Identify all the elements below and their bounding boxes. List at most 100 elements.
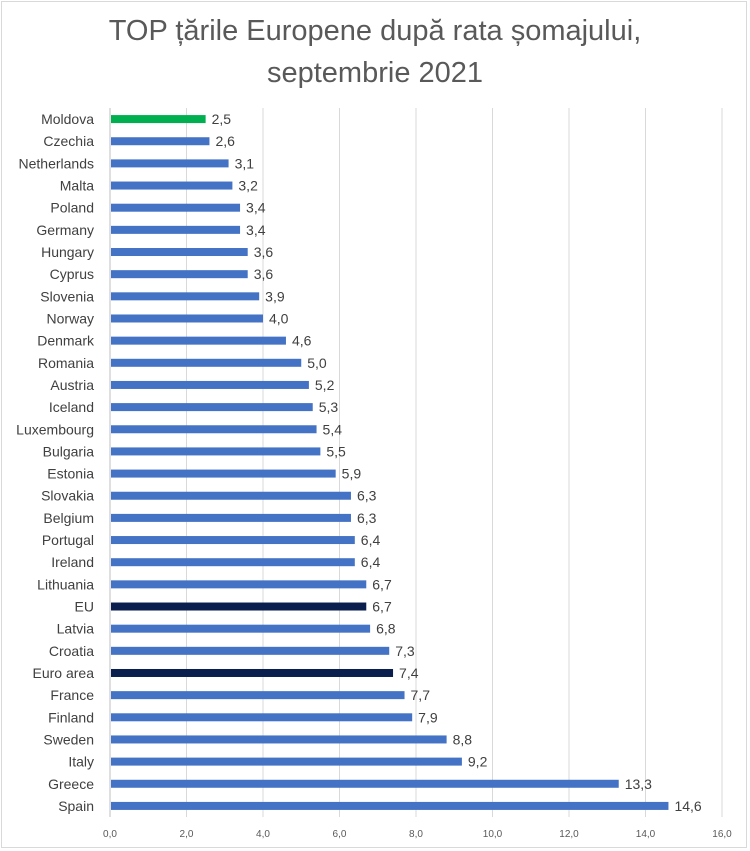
data-label: 2,6 <box>215 133 235 149</box>
category-label: Luxembourg <box>16 421 94 437</box>
data-label: 2,5 <box>212 111 232 127</box>
bar <box>111 757 462 766</box>
category-label: Portugal <box>42 532 94 548</box>
bar <box>111 646 390 655</box>
category-label: Finland <box>48 709 94 725</box>
data-label: 3,6 <box>254 266 274 282</box>
bar <box>111 801 669 810</box>
data-label: 6,4 <box>361 554 381 570</box>
category-label: Slovenia <box>40 288 94 304</box>
x-tick-label: 10,0 <box>483 829 503 840</box>
x-tick-label: 14,0 <box>636 829 656 840</box>
bar <box>111 536 355 545</box>
bar <box>111 358 302 367</box>
data-label: 5,9 <box>342 466 362 482</box>
category-label: Germany <box>36 222 94 238</box>
bar <box>111 713 413 722</box>
data-label: 14,6 <box>674 798 701 814</box>
bar <box>111 779 619 788</box>
category-label: Lithuania <box>37 576 94 592</box>
bar <box>111 248 248 257</box>
data-label: 6,4 <box>361 532 381 548</box>
data-label: 5,4 <box>323 421 343 437</box>
bar <box>111 513 351 522</box>
category-label: Cyprus <box>50 266 94 282</box>
x-tick-label: 4,0 <box>256 829 270 840</box>
chart-title-line2: septembrie 2021 <box>266 57 484 89</box>
data-label: 5,0 <box>307 355 327 371</box>
category-label: Bulgaria <box>43 443 95 459</box>
category-label: France <box>50 687 94 703</box>
bar <box>111 203 241 212</box>
bar <box>111 270 248 279</box>
data-label: 5,3 <box>319 399 339 415</box>
data-label: 7,3 <box>395 643 415 659</box>
bar <box>111 469 336 478</box>
data-label: 6,3 <box>357 510 377 526</box>
category-label: Belgium <box>43 510 94 526</box>
bar <box>111 115 206 124</box>
data-label: 3,6 <box>254 244 274 260</box>
category-label: Italy <box>68 754 94 770</box>
x-tick-label: 12,0 <box>559 829 579 840</box>
data-label: 4,0 <box>269 310 289 326</box>
bar <box>111 314 263 323</box>
data-label: 9,2 <box>468 754 488 770</box>
bar <box>111 447 321 456</box>
x-tick-label: 16,0 <box>712 829 732 840</box>
bar <box>111 691 405 700</box>
bar <box>111 225 241 234</box>
data-label: 3,2 <box>238 178 258 194</box>
category-label: Netherlands <box>19 155 95 171</box>
x-tick-label: 8,0 <box>409 829 423 840</box>
category-label: Iceland <box>49 399 94 415</box>
bar <box>111 624 371 633</box>
bar <box>111 181 233 190</box>
bar <box>111 336 286 345</box>
category-label: Czechia <box>43 133 94 149</box>
chart-title-line1: TOP țările Europene după rata șomajului, <box>108 15 642 47</box>
bar <box>111 580 367 589</box>
category-label: Poland <box>50 200 94 216</box>
data-label: 7,4 <box>399 665 419 681</box>
bar <box>111 491 351 500</box>
data-label: 13,3 <box>625 776 652 792</box>
bar <box>111 558 355 567</box>
data-label: 6,8 <box>376 621 396 637</box>
data-label: 3,9 <box>265 288 285 304</box>
data-label: 5,5 <box>326 443 346 459</box>
data-label: 6,3 <box>357 488 377 504</box>
data-label: 7,7 <box>411 687 431 703</box>
category-label: Spain <box>58 798 94 814</box>
category-label: Malta <box>60 178 94 194</box>
category-label: Slovakia <box>41 488 94 504</box>
category-label: Moldova <box>41 111 94 127</box>
category-label: Euro area <box>33 665 95 681</box>
category-label: Greece <box>48 776 94 792</box>
bar <box>111 159 229 168</box>
bar <box>111 380 309 389</box>
category-label: Austria <box>50 377 94 393</box>
category-label: Croatia <box>49 643 94 659</box>
x-tick-label: 2,0 <box>180 829 194 840</box>
data-label: 8,8 <box>453 731 473 747</box>
bar <box>111 735 447 744</box>
data-label: 5,2 <box>315 377 335 393</box>
category-label: Denmark <box>37 333 95 349</box>
category-label: Norway <box>47 310 94 326</box>
category-label: Estonia <box>47 466 94 482</box>
data-label: 3,1 <box>235 155 255 171</box>
category-label: Latvia <box>57 621 95 637</box>
bar <box>111 668 394 677</box>
data-label: 4,6 <box>292 333 312 349</box>
category-label: Sweden <box>43 731 94 747</box>
data-label: 3,4 <box>246 200 266 216</box>
category-label: Hungary <box>41 244 94 260</box>
data-label: 7,9 <box>418 709 438 725</box>
category-label: Ireland <box>51 554 94 570</box>
bar <box>111 292 260 301</box>
bar <box>111 425 317 434</box>
data-label: 6,7 <box>372 576 392 592</box>
data-label: 3,4 <box>246 222 266 238</box>
